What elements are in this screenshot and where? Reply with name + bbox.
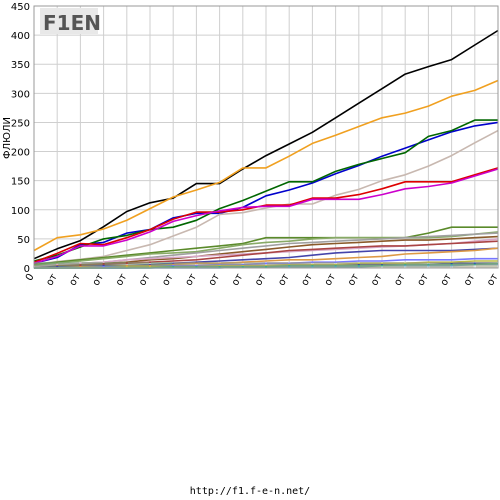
series-line <box>33 119 498 262</box>
baseline-band-segment <box>174 262 196 268</box>
baseline-band-segment <box>104 262 126 268</box>
y-tick-label: 250 <box>11 118 30 129</box>
series-line <box>33 168 499 265</box>
y-tick-label: 0 <box>24 264 30 275</box>
baseline-band-segment <box>151 262 173 268</box>
baseline-band-segment <box>81 262 103 268</box>
logo-text: F1EN <box>43 11 101 35</box>
grid <box>33 5 499 269</box>
series-line <box>33 129 499 266</box>
y-tick-label: 400 <box>11 31 30 42</box>
baseline-band <box>35 262 497 268</box>
y-tick-label: 350 <box>11 60 30 71</box>
baseline-band-segment <box>243 262 265 268</box>
baseline-band-segment <box>452 262 474 268</box>
x-tick-label: от <box>485 272 500 288</box>
logo: F1EN <box>40 8 101 35</box>
footer-url[interactable]: http://f1.f-e-n.net/ <box>189 486 311 497</box>
x-tick-label: от <box>299 272 315 288</box>
baseline-band-segment <box>127 262 149 268</box>
y-tick-label: 150 <box>11 177 30 188</box>
y-tick-label: 50 <box>17 235 30 246</box>
baseline-band-segment <box>336 262 358 268</box>
x-tick-label: от <box>346 272 362 288</box>
x-tick-label: от <box>323 272 339 288</box>
baseline-band-segment <box>290 262 312 268</box>
baseline-band-segment <box>267 262 289 268</box>
x-tick-label: от <box>253 272 269 288</box>
x-tick-label: от <box>114 272 130 288</box>
baseline-band-segment <box>383 262 405 268</box>
x-tick-label: от <box>462 272 478 288</box>
x-tick-label: от <box>369 272 385 288</box>
baseline-band-segment <box>197 262 219 268</box>
x-tick-label: от <box>183 272 199 288</box>
x-tick-label: от <box>160 272 176 288</box>
x-tick-label: 0 <box>24 272 37 283</box>
baseline-band-segment <box>359 262 381 268</box>
x-tick-label: от <box>230 272 246 288</box>
x-tick-label: от <box>392 272 408 288</box>
y-tick-label: 100 <box>11 206 30 217</box>
baseline-band-segment <box>406 262 428 268</box>
baseline-band-segment <box>58 262 80 268</box>
baseline-band-segment <box>475 262 497 268</box>
logo-background <box>40 8 98 34</box>
x-tick-label: от <box>207 272 223 288</box>
series-line <box>33 226 498 266</box>
x-tick-label: от <box>439 272 455 288</box>
x-tick-label: от <box>415 272 431 288</box>
series-line <box>33 167 499 263</box>
series-line <box>33 29 499 260</box>
plot-border <box>33 5 499 269</box>
baseline-band-segment <box>35 262 57 268</box>
baseline-band-segment <box>313 262 335 268</box>
y-tick-label: 200 <box>11 148 30 159</box>
y-tick-label: 300 <box>11 89 30 100</box>
baseline-band-segment <box>429 262 451 268</box>
y-tick-label: 450 <box>11 2 30 13</box>
x-tick-label: от <box>276 272 292 288</box>
x-tick-label: от <box>137 272 153 288</box>
x-tick-label: от <box>91 272 107 288</box>
series-line <box>33 79 499 252</box>
baseline-band-segment <box>220 262 242 268</box>
x-tick-label: от <box>44 272 60 288</box>
y-axis-label: ФЛЮЛИ <box>2 117 13 159</box>
x-tick-label: от <box>67 272 83 288</box>
